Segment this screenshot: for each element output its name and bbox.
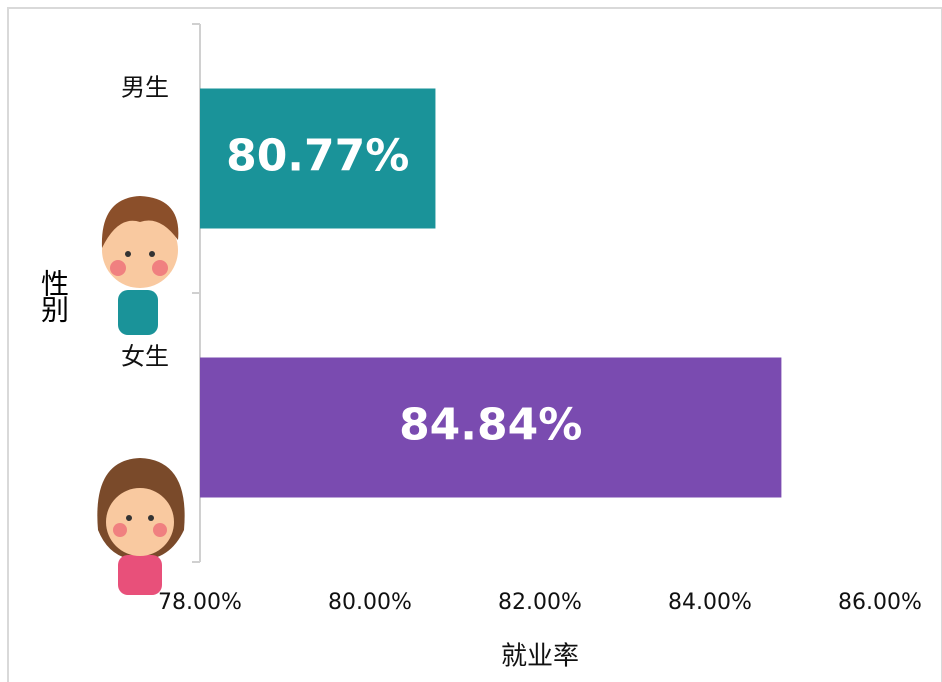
- value-label: 80.77%: [226, 131, 409, 182]
- avatar-boy: [101, 196, 179, 335]
- category-label: 男生: [121, 74, 169, 102]
- avatar-girl: [97, 458, 185, 595]
- x-tick-label: 80.00%: [328, 590, 412, 615]
- x-tick-label: 86.00%: [838, 590, 922, 615]
- x-tick-label: 78.00%: [158, 590, 242, 615]
- value-label: 84.84%: [399, 400, 582, 451]
- category-label: 女生: [121, 343, 169, 371]
- bar: [200, 357, 782, 498]
- x-tick-label: 84.00%: [668, 590, 752, 615]
- y-axis-title: 性别: [37, 269, 70, 323]
- bar: [200, 88, 436, 229]
- x-axis-title: 就业率: [501, 642, 579, 672]
- x-tick-label: 82.00%: [498, 590, 582, 615]
- frame: [7, 7, 942, 682]
